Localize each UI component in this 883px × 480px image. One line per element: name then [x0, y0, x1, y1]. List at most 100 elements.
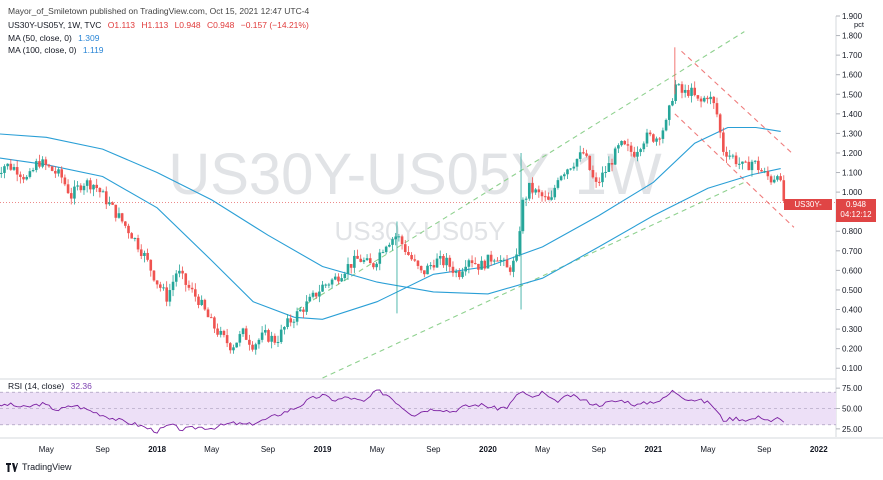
high-value: H1.113 — [141, 20, 169, 30]
candle-down — [152, 270, 156, 281]
candle-up — [572, 166, 576, 169]
candle-down — [60, 169, 64, 178]
ma50-legend[interactable]: MA (50, close, 0) 1.309 — [8, 33, 103, 43]
candle-up — [515, 254, 518, 261]
candle-down — [79, 185, 83, 191]
candle-up — [232, 347, 235, 351]
candle-down — [44, 159, 48, 165]
price-tick-label: 1.200 — [842, 149, 863, 158]
candle-up — [575, 158, 579, 167]
candle-up — [709, 96, 712, 100]
candle-up — [731, 155, 735, 157]
candle-up — [200, 299, 203, 305]
uptrend-channel-lower — [322, 181, 745, 379]
candle-up — [728, 155, 732, 157]
candle-up — [321, 284, 324, 292]
time-tick-label: Sep — [757, 445, 772, 454]
candle-down — [744, 161, 747, 163]
candle-down — [187, 284, 191, 288]
candle-up — [276, 342, 280, 344]
time-axis: May Sep 2018 May Sep 2019 May Sep 2020 May Sep 2021… — [39, 445, 828, 454]
candle-down — [251, 344, 254, 350]
price-axis: 1.900 1.800 1.700 1.600 1.500 1.400 1.300 1.200… — [836, 12, 865, 373]
candle-up — [566, 169, 569, 175]
candle-down — [50, 166, 54, 171]
symbol-price-tag: US30Y-US05Y — [784, 199, 832, 220]
time-tick-label: May — [370, 445, 385, 454]
candle-down — [632, 151, 636, 157]
candle-down — [244, 328, 248, 340]
last-price-value: 0.948 — [845, 200, 867, 209]
candle-up — [667, 105, 671, 120]
watermark-sub: US30Y-US05Y — [334, 216, 505, 246]
candle-up — [556, 180, 560, 188]
candle-down — [165, 287, 168, 302]
candle-down — [760, 170, 763, 172]
moving-averages — [0, 126, 781, 320]
candle-up — [763, 171, 766, 173]
candle-down — [477, 263, 480, 270]
candle-down — [111, 202, 114, 205]
candle-down — [98, 188, 102, 193]
candle-up — [620, 140, 623, 146]
candle-down — [302, 309, 305, 312]
tradingview-logo[interactable]: TradingView — [6, 462, 72, 472]
candle-down — [136, 238, 140, 250]
rsi-legend[interactable]: RSI (14, close) 32.36 — [8, 381, 96, 391]
time-tick-label: 2021 — [644, 445, 662, 454]
candle-down — [706, 97, 709, 100]
candle-up — [613, 148, 617, 165]
time-tick-label: 2019 — [314, 445, 332, 454]
time-tick-label: Sep — [261, 445, 276, 454]
candle-up — [655, 138, 658, 142]
time-tick-label: 2022 — [810, 445, 828, 454]
ma100-label: MA (100, close, 0) — [8, 45, 77, 55]
candle-up — [445, 257, 448, 266]
candle-up — [101, 191, 105, 193]
candle-up — [467, 260, 471, 267]
symbol-legend[interactable]: US30Y-US05Y, 1W, TVC O1.113 H1.113 L0.94… — [8, 20, 313, 30]
candle-up — [388, 244, 391, 247]
candle-down — [540, 192, 544, 197]
candle-up — [493, 260, 496, 262]
candle-down — [718, 114, 722, 133]
candle-down — [407, 252, 410, 255]
open-value: O1.113 — [107, 20, 136, 30]
candle-up — [340, 278, 343, 282]
candle-down — [66, 184, 70, 194]
rsi-tick-label: 75.00 — [842, 384, 863, 393]
candle-up — [499, 259, 502, 262]
candle-down — [356, 255, 359, 259]
candle-up — [750, 161, 754, 171]
candle-up — [298, 309, 302, 312]
candle-up — [235, 342, 238, 348]
candle-down — [591, 169, 595, 178]
candle-down — [489, 254, 493, 262]
candle-down — [508, 267, 512, 272]
candle-up — [375, 263, 378, 268]
candle-up — [174, 273, 178, 282]
candle-up — [279, 329, 283, 343]
candle-down — [483, 260, 487, 269]
candle-up — [461, 271, 464, 278]
rsi-pane: 75.00 50.00 25.00 — [0, 384, 863, 434]
candle-up — [308, 296, 312, 302]
candle-up — [438, 256, 442, 259]
candle-down — [757, 160, 760, 171]
candle-down — [626, 144, 630, 146]
candle-down — [734, 155, 738, 165]
candle-up — [292, 321, 296, 323]
candle-up — [330, 279, 334, 285]
price-tick-label: 1.800 — [842, 32, 863, 41]
rsi-tick-label: 50.00 — [842, 405, 863, 414]
candle-up — [365, 258, 369, 261]
price-candles — [0, 47, 786, 355]
candle-down — [423, 270, 426, 275]
candle-down — [779, 176, 782, 181]
ma100-legend[interactable]: MA (100, close, 0) 1.119 — [8, 45, 108, 55]
price-tick-label: 1.700 — [842, 51, 863, 60]
candle-up — [690, 87, 693, 96]
time-tick-label: May — [39, 445, 54, 454]
candle-up — [562, 174, 566, 177]
price-tick-label: 0.500 — [842, 286, 863, 295]
